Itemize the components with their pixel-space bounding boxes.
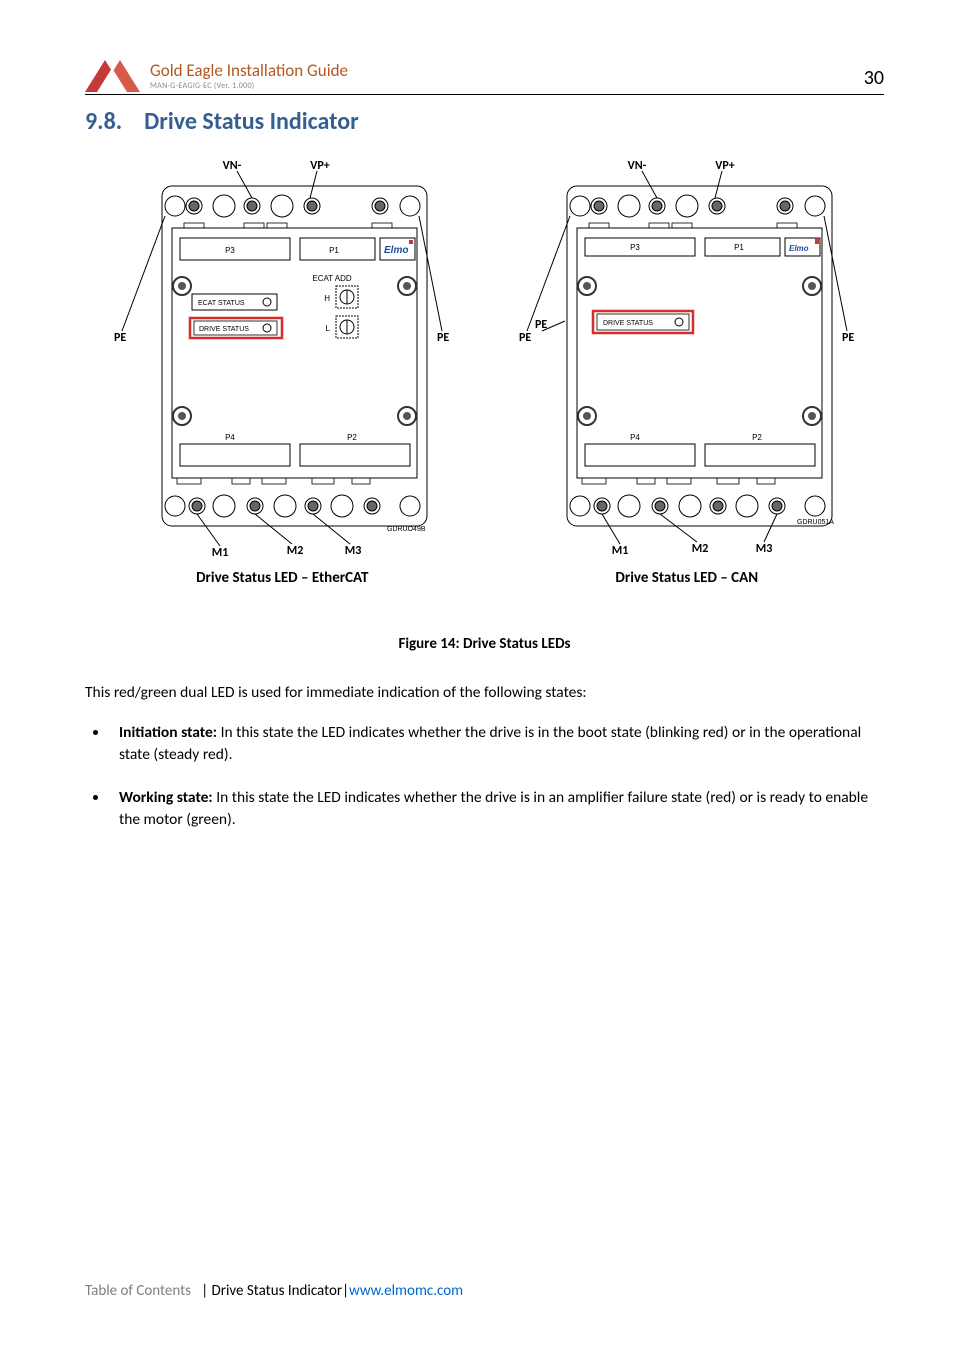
caption-ethercat: Drive Status LED – EtherCAT <box>85 569 480 587</box>
svg-text:P1: P1 <box>734 243 744 252</box>
svg-text:GDRU051A: GDRU051A <box>797 519 834 526</box>
svg-text:PE: PE <box>437 331 449 345</box>
drive-ethercat-diagram: P3 P1 Elmo ECAT ADD H L EC <box>102 156 462 556</box>
figure-can: P3 P1 Elmo DRIVE STATUS P4 P2 <box>490 156 885 587</box>
page-number: 30 <box>864 66 884 90</box>
svg-text:VP+: VP+ <box>715 159 734 173</box>
svg-text:M3: M3 <box>755 542 772 556</box>
svg-text:P1: P1 <box>329 246 339 255</box>
bullet1-bold: Initiation state: <box>119 723 217 742</box>
svg-text:P3: P3 <box>630 243 640 252</box>
svg-text:DRIVE STATUS: DRIVE STATUS <box>199 326 249 333</box>
svg-text:PE: PE <box>519 331 531 345</box>
bullet-working: Working state: In this state the LED ind… <box>109 787 884 832</box>
svg-text:VP+: VP+ <box>311 159 330 173</box>
bullet1-text: In this state the LED indicates whether … <box>119 723 861 764</box>
footer-section: Drive Status Indicator <box>212 1282 343 1300</box>
doc-title: Gold Eagle Installation Guide <box>150 60 884 81</box>
header-text-block: Gold Eagle Installation Guide MAN-G-EAGI… <box>150 60 884 91</box>
intro-paragraph: This red/green dual LED is used for imme… <box>85 683 884 704</box>
page-footer: Table of Contents | Drive Status Indicat… <box>85 1282 463 1300</box>
bullet2-bold: Working state: <box>119 788 213 807</box>
svg-text:P2: P2 <box>752 433 762 442</box>
svg-text:M1: M1 <box>212 546 229 556</box>
svg-text:DRIVE STATUS: DRIVE STATUS <box>603 320 653 327</box>
svg-text:Elmo: Elmo <box>384 245 408 256</box>
svg-text:VN-: VN- <box>223 159 242 173</box>
svg-text:P2: P2 <box>347 433 357 442</box>
section-heading: 9.8. Drive Status Indicator <box>85 107 884 136</box>
figure-title: Figure 14: Drive Status LEDs <box>85 635 884 653</box>
bullet2-text: In this state the LED indicates whether … <box>119 788 868 829</box>
svg-text:ECAT ADD: ECAT ADD <box>313 274 352 283</box>
elmo-logo-icon <box>85 60 140 92</box>
svg-text:M1: M1 <box>611 544 628 556</box>
svg-text:ECAT STATUS: ECAT STATUS <box>198 300 245 307</box>
svg-text:PE: PE <box>535 318 547 332</box>
figure-ethercat: P3 P1 Elmo ECAT ADD H L EC <box>85 156 480 587</box>
svg-text:M2: M2 <box>691 542 708 556</box>
doc-revision: MAN-G-EAGIG-EC (Ver. 1.000) <box>150 81 884 91</box>
state-list: Initiation state: In this state the LED … <box>85 722 884 832</box>
svg-text:VN-: VN- <box>627 159 646 173</box>
footer-link[interactable]: www.elmomc.com <box>349 1282 463 1300</box>
footer-toc[interactable]: Table of Contents <box>85 1282 191 1300</box>
svg-text:PE: PE <box>114 331 126 345</box>
section-number: 9.8. <box>85 107 122 136</box>
svg-text:H: H <box>324 294 330 303</box>
svg-text:P4: P4 <box>630 433 640 442</box>
svg-text:M3: M3 <box>345 544 362 556</box>
svg-text:M2: M2 <box>287 544 304 556</box>
drive-can-diagram: P3 P1 Elmo DRIVE STATUS P4 P2 <box>507 156 867 556</box>
page-header: Gold Eagle Installation Guide MAN-G-EAGI… <box>85 60 884 95</box>
svg-text:P4: P4 <box>225 433 235 442</box>
figures-row: P3 P1 Elmo ECAT ADD H L EC <box>85 156 884 587</box>
bullet-initiation: Initiation state: In this state the LED … <box>109 722 884 767</box>
svg-text:Elmo: Elmo <box>789 244 809 253</box>
section-title: Drive Status Indicator <box>144 107 359 136</box>
svg-text:GDRUO49B: GDRUO49B <box>387 526 426 533</box>
svg-text:P3: P3 <box>225 246 235 255</box>
svg-text:PE: PE <box>842 331 854 345</box>
svg-text:L: L <box>326 324 331 333</box>
caption-can: Drive Status LED – CAN <box>490 569 885 587</box>
footer-sep2: | <box>342 1282 349 1300</box>
footer-sep1: | <box>201 1282 208 1300</box>
